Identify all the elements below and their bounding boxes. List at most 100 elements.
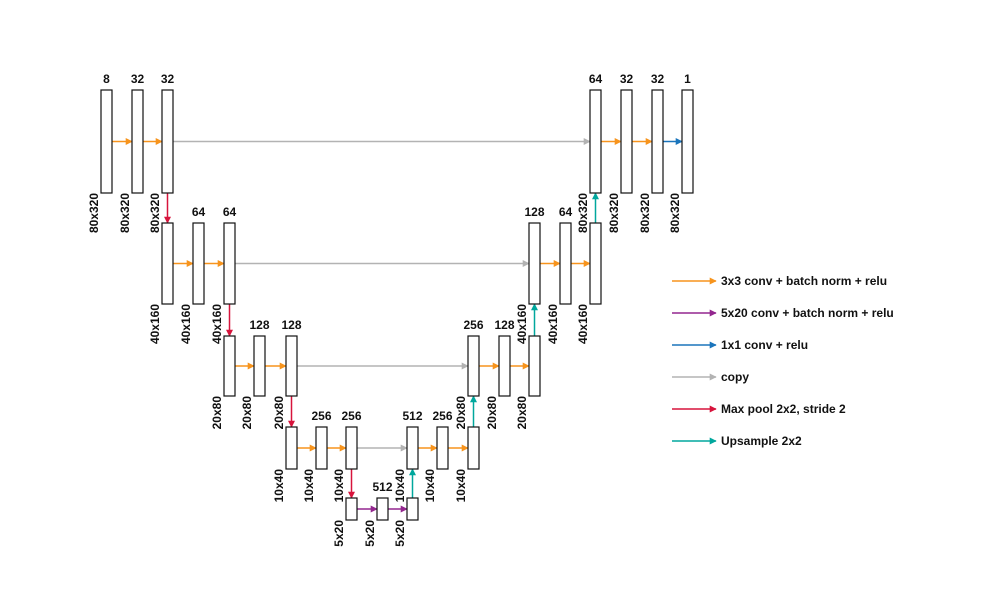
spatial-size-label: 10x40 <box>454 469 468 503</box>
block-d2a: 128 40x160 <box>515 205 545 344</box>
legend-item-conv1: 1x1 conv + relu <box>672 338 808 352</box>
block-b3: 5x20 <box>393 497 419 547</box>
legend-label: 1x1 conv + relu <box>721 338 808 352</box>
spatial-size-label: 10x40 <box>272 469 286 503</box>
spatial-size-label: 80x320 <box>576 193 590 233</box>
channel-count-label: 64 <box>192 205 206 219</box>
block-e2c: 64 40x160 <box>210 205 236 344</box>
feature-map-rect <box>100 89 113 194</box>
block-d4a: 512 10x40 <box>393 409 423 502</box>
spatial-size-label: 40x160 <box>210 304 224 344</box>
feature-map-rect <box>315 426 328 470</box>
legend-label: 5x20 conv + batch norm + relu <box>721 306 894 320</box>
legend-label: copy <box>721 370 749 384</box>
feature-map-rect <box>467 426 480 470</box>
legend-item-conv520: 5x20 conv + batch norm + relu <box>672 306 894 320</box>
block-e1a: 8 80x320 <box>87 72 113 233</box>
block-e1b: 32 80x320 <box>118 72 144 233</box>
channel-count-label: 256 <box>341 409 361 423</box>
channel-count-label: 512 <box>372 480 392 494</box>
block-d1b: 32 80x320 <box>607 72 633 233</box>
spatial-size-label: 40x160 <box>546 304 560 344</box>
legend-item-upsample: Upsample 2x2 <box>672 434 802 448</box>
block-e3c: 128 20x80 <box>272 318 302 429</box>
feature-map-rect <box>192 222 205 305</box>
feature-map-rect <box>528 222 541 305</box>
channel-count-label: 64 <box>223 205 237 219</box>
block-d1d: 1 80x320 <box>668 72 694 233</box>
spatial-size-label: 5x20 <box>393 520 407 547</box>
legend-label: 3x3 conv + batch norm + relu <box>721 274 887 288</box>
block-e3a: 20x80 <box>210 335 236 430</box>
channel-count-label: 32 <box>131 72 145 86</box>
feature-map-rect <box>436 426 449 470</box>
spatial-size-label: 20x80 <box>515 396 529 430</box>
legend-label: Max pool 2x2, stride 2 <box>721 402 846 416</box>
block-b1: 5x20 <box>332 497 358 547</box>
block-b2: 512 5x20 <box>363 480 393 547</box>
feature-map-rect <box>651 89 664 194</box>
legend-item-conv3: 3x3 conv + batch norm + relu <box>672 274 887 288</box>
spatial-size-label: 5x20 <box>363 520 377 547</box>
block-d4b: 256 10x40 <box>423 409 453 502</box>
block-e3b: 128 20x80 <box>240 318 270 429</box>
legend: 3x3 conv + batch norm + relu 5x20 conv + … <box>672 274 894 448</box>
block-d1a: 64 80x320 <box>576 72 602 233</box>
block-e1c: 32 80x320 <box>148 72 174 233</box>
channel-count-label: 1 <box>684 72 691 86</box>
channel-count-label: 128 <box>281 318 301 332</box>
block-d2c: 40x160 <box>576 222 602 344</box>
spatial-size-label: 20x80 <box>272 396 286 430</box>
feature-map-rect <box>620 89 633 194</box>
block-d2b: 64 40x160 <box>546 205 572 344</box>
feature-map-rect <box>161 222 174 305</box>
channel-count-label: 512 <box>402 409 422 423</box>
feature-map-rect <box>223 222 236 305</box>
feature-map-rect <box>681 89 694 194</box>
feature-map-rect <box>528 335 541 397</box>
feature-map-rect <box>345 497 358 521</box>
spatial-size-label: 10x40 <box>393 469 407 503</box>
channel-count-label: 256 <box>311 409 331 423</box>
block-d3a: 256 20x80 <box>454 318 484 429</box>
block-e2a: 40x160 <box>148 222 174 344</box>
block-d1c: 32 80x320 <box>638 72 664 233</box>
channel-count-label: 256 <box>463 318 483 332</box>
feature-map-rect <box>376 497 389 521</box>
feature-map-rect <box>223 335 236 397</box>
block-e2b: 64 40x160 <box>179 205 205 344</box>
block-e4c: 256 10x40 <box>332 409 362 502</box>
spatial-size-label: 10x40 <box>302 469 316 503</box>
channel-count-label: 256 <box>432 409 452 423</box>
feature-map-rect <box>559 222 572 305</box>
spatial-size-label: 20x80 <box>210 396 224 430</box>
feature-map-rect <box>589 222 602 305</box>
block-d4c: 10x40 <box>454 426 480 503</box>
channel-count-label: 64 <box>559 205 573 219</box>
feature-map-rect <box>498 335 511 397</box>
feature-map-rect <box>285 335 298 397</box>
block-e4b: 256 10x40 <box>302 409 332 502</box>
spatial-size-label: 40x160 <box>148 304 162 344</box>
channel-count-label: 32 <box>161 72 175 86</box>
channel-count-label: 32 <box>651 72 665 86</box>
spatial-size-label: 80x320 <box>668 193 682 233</box>
feature-map-rect <box>406 497 419 521</box>
legend-item-copy: copy <box>672 370 749 384</box>
channel-count-label: 128 <box>494 318 514 332</box>
feature-map-blocks: 8 80x320 32 80x320 32 80x320 40x160 64 40x160 64 4… <box>87 72 694 547</box>
spatial-size-label: 80x320 <box>148 193 162 233</box>
block-d3b: 128 20x80 <box>485 318 515 429</box>
feature-map-rect <box>285 426 298 470</box>
spatial-size-label: 20x80 <box>485 396 499 430</box>
feature-map-rect <box>406 426 419 470</box>
spatial-size-label: 80x320 <box>87 193 101 233</box>
spatial-size-label: 5x20 <box>332 520 346 547</box>
block-e4a: 10x40 <box>272 426 298 503</box>
spatial-size-label: 20x80 <box>454 396 468 430</box>
spatial-size-label: 80x320 <box>118 193 132 233</box>
legend-item-pool: Max pool 2x2, stride 2 <box>672 402 846 416</box>
spatial-size-label: 40x160 <box>179 304 193 344</box>
spatial-size-label: 80x320 <box>638 193 652 233</box>
